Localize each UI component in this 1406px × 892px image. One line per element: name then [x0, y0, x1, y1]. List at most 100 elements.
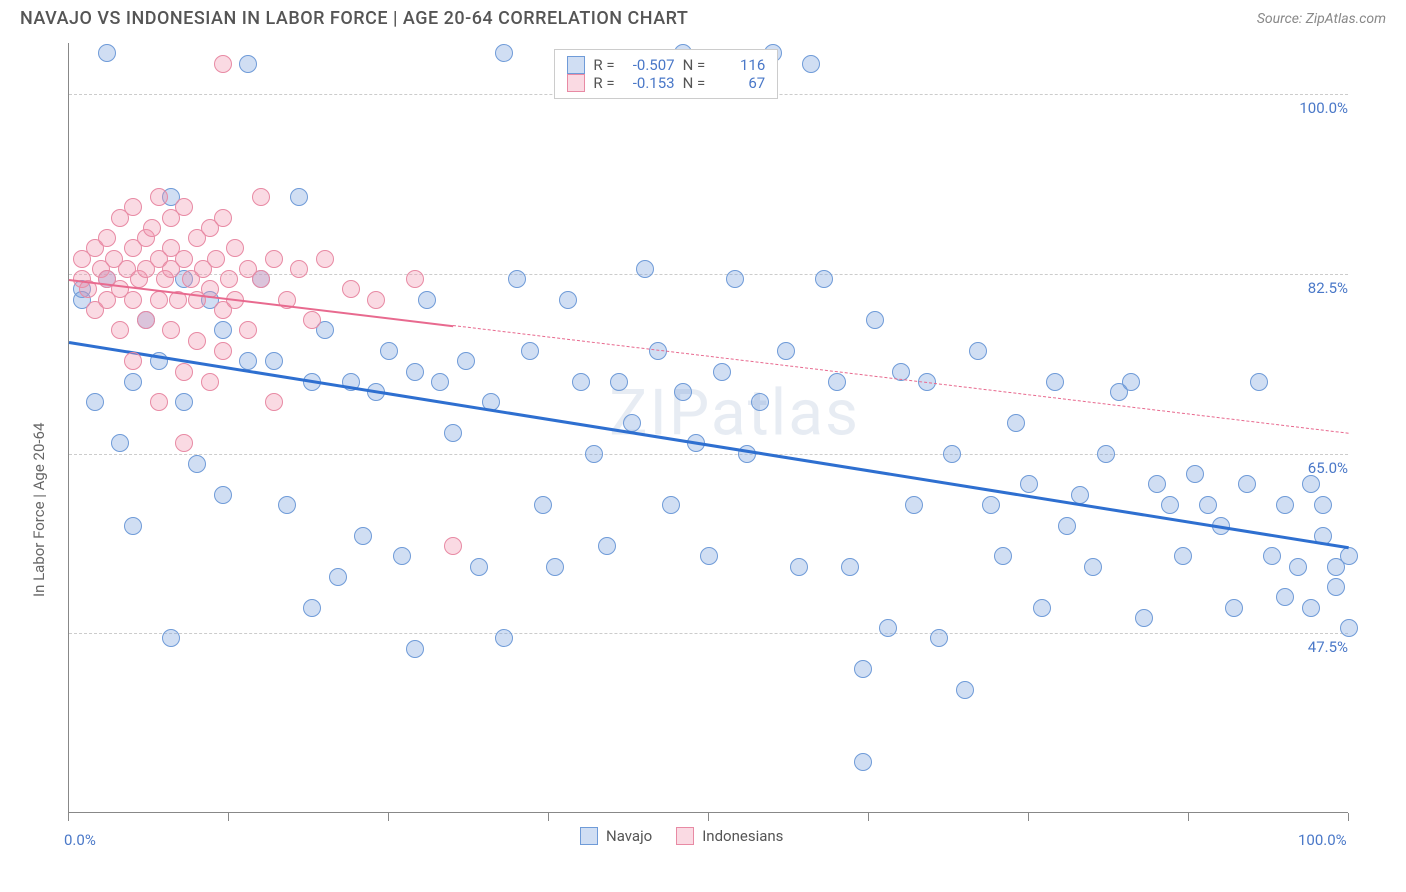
data-point: [239, 321, 257, 339]
legend-label-navajo: Navajo: [606, 827, 652, 845]
data-point: [1148, 475, 1166, 493]
data-point: [1122, 373, 1140, 391]
data-point: [1289, 558, 1307, 576]
data-point: [1084, 558, 1102, 576]
data-point: [854, 660, 872, 678]
data-point: [290, 188, 308, 206]
data-point: [329, 568, 347, 586]
data-point: [623, 414, 641, 432]
data-point: [124, 373, 142, 391]
y-axis-title: In Labor Force | Age 20-64: [30, 423, 48, 597]
r-label: R =: [593, 56, 614, 74]
data-point: [598, 537, 616, 555]
data-point: [137, 311, 155, 329]
data-point: [265, 352, 283, 370]
data-point: [214, 55, 232, 73]
data-point: [495, 44, 513, 62]
data-point: [905, 496, 923, 514]
r-value-indonesians: -0.153: [623, 74, 675, 92]
data-point: [943, 445, 961, 463]
data-point: [994, 547, 1012, 565]
data-point: [1058, 517, 1076, 535]
data-point: [406, 363, 424, 381]
data-point: [188, 455, 206, 473]
y-tick-label: 82.5%: [1288, 279, 1348, 297]
data-point: [815, 270, 833, 288]
chart-container: ZIPatlas In Labor Force | Age 20-64 R = …: [20, 33, 1386, 873]
data-point: [879, 619, 897, 637]
data-point: [207, 250, 225, 268]
data-point: [1020, 475, 1038, 493]
data-point: [214, 321, 232, 339]
legend-row-navajo: R = -0.507 N = 116: [567, 56, 765, 74]
data-point: [303, 311, 321, 329]
data-point: [124, 352, 142, 370]
data-point: [175, 198, 193, 216]
data-point: [143, 219, 161, 237]
data-point: [98, 229, 116, 247]
data-point: [1302, 599, 1320, 617]
data-point: [828, 373, 846, 391]
data-point: [841, 558, 859, 576]
data-point: [854, 753, 872, 771]
gridline: [69, 633, 1348, 634]
data-point: [982, 496, 1000, 514]
watermark: ZIPatlas: [609, 375, 860, 450]
legend-item-indonesians: Indonesians: [676, 827, 783, 845]
data-point: [444, 537, 462, 555]
x-axis-max-label: 100.0%: [1298, 831, 1347, 849]
data-point: [1340, 547, 1358, 565]
y-tick-label: 100.0%: [1288, 99, 1348, 117]
data-point: [111, 434, 129, 452]
data-point: [662, 496, 680, 514]
data-point: [239, 352, 257, 370]
data-point: [418, 291, 436, 309]
data-point: [406, 270, 424, 288]
data-point: [1007, 414, 1025, 432]
y-tick-label: 47.5%: [1288, 638, 1348, 656]
data-point: [1238, 475, 1256, 493]
x-axis-min-label: 0.0%: [64, 831, 96, 849]
swatch-navajo: [580, 827, 598, 845]
data-point: [713, 363, 731, 381]
data-point: [354, 527, 372, 545]
data-point: [265, 393, 283, 411]
data-point: [1046, 373, 1064, 391]
data-point: [1276, 496, 1294, 514]
data-point: [521, 342, 539, 360]
data-point: [866, 311, 884, 329]
x-tick: [1348, 813, 1349, 821]
data-point: [252, 270, 270, 288]
n-value-indonesians: 67: [713, 74, 765, 92]
data-point: [214, 486, 232, 504]
x-tick: [868, 813, 869, 821]
data-point: [201, 373, 219, 391]
data-point: [175, 434, 193, 452]
data-point: [367, 291, 385, 309]
n-value-navajo: 116: [713, 56, 765, 74]
data-point: [1340, 619, 1358, 637]
n-label: N =: [683, 56, 706, 74]
swatch-indonesians: [676, 827, 694, 845]
legend-label-indonesians: Indonesians: [702, 827, 783, 845]
data-point: [457, 352, 475, 370]
chart-header: NAVAJO VS INDONESIAN IN LABOR FORCE | AG…: [0, 0, 1406, 33]
data-point: [559, 291, 577, 309]
data-point: [1302, 475, 1320, 493]
swatch-navajo: [567, 56, 585, 74]
n-label: N =: [683, 74, 706, 92]
data-point: [777, 342, 795, 360]
data-point: [1135, 609, 1153, 627]
data-point: [252, 188, 270, 206]
data-point: [1174, 547, 1192, 565]
series-legend: Navajo Indonesians: [580, 827, 783, 845]
data-point: [1161, 496, 1179, 514]
data-point: [956, 681, 974, 699]
data-point: [214, 342, 232, 360]
x-tick: [548, 813, 549, 821]
data-point: [700, 547, 718, 565]
data-point: [124, 198, 142, 216]
swatch-indonesians: [567, 74, 585, 92]
data-point: [1097, 445, 1115, 463]
data-point: [175, 363, 193, 381]
